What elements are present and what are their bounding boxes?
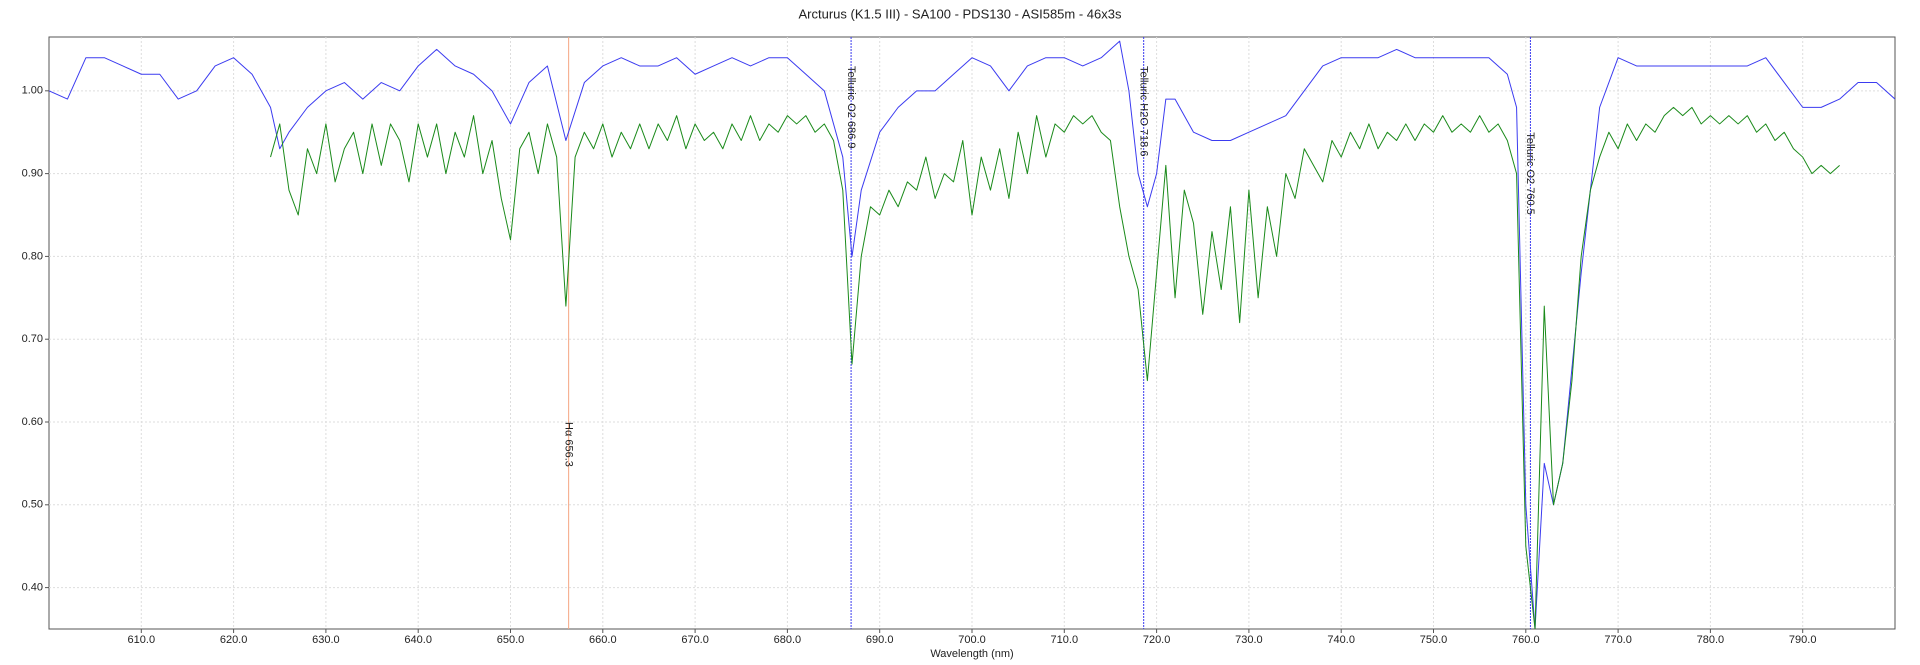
x-axis-label: Wavelength (nm) bbox=[930, 648, 1013, 660]
x-tick-label: 760.0 bbox=[1512, 634, 1540, 646]
y-tick-label: 0.40 bbox=[22, 582, 43, 594]
x-tick-label: 660.0 bbox=[589, 634, 617, 646]
x-tick-label: 710.0 bbox=[1051, 634, 1079, 646]
spectrum-line bbox=[270, 106, 1840, 629]
x-tick-label: 670.0 bbox=[681, 634, 709, 646]
grid bbox=[49, 37, 1895, 629]
x-tick-label: 790.0 bbox=[1789, 634, 1817, 646]
x-tick-label: 740.0 bbox=[1327, 634, 1355, 646]
x-tick-label: 780.0 bbox=[1697, 634, 1725, 646]
y-tick-label: 0.50 bbox=[22, 499, 43, 511]
x-tick-label: 690.0 bbox=[866, 634, 894, 646]
x-tick-label: 730.0 bbox=[1235, 634, 1263, 646]
x-tick-label: 650.0 bbox=[497, 634, 525, 646]
x-tick-label: 700.0 bbox=[958, 634, 986, 646]
chart-title: Arcturus (K1.5 III) - SA100 - PDS130 - A… bbox=[799, 6, 1122, 21]
reference-label: Telluric O2 760.5 bbox=[1524, 132, 1536, 215]
x-tick-label: 770.0 bbox=[1604, 634, 1632, 646]
reference-label: Telluric H2O 718.6 bbox=[1137, 66, 1149, 157]
plot-area bbox=[49, 37, 1895, 629]
y-tick-label: 0.90 bbox=[22, 168, 43, 180]
axis-labels: 610.0 620.0 630.0 640.0 650.0 660.0 670.0 680.0… bbox=[22, 66, 1817, 646]
x-tick-label: 620.0 bbox=[220, 634, 248, 646]
y-tick-label: 1.00 bbox=[22, 85, 43, 97]
y-tick-label: 0.80 bbox=[22, 250, 43, 262]
x-tick-label: 610.0 bbox=[128, 634, 156, 646]
x-tick-label: 640.0 bbox=[404, 634, 432, 646]
reference-label: Hα 656.3 bbox=[562, 422, 574, 467]
y-tick-label: 0.70 bbox=[22, 333, 43, 345]
y-tick-label: 0.60 bbox=[22, 416, 43, 428]
x-tick-label: 630.0 bbox=[312, 634, 340, 646]
x-tick-label: 750.0 bbox=[1420, 634, 1448, 646]
reference-label: Telluric O2 686.9 bbox=[845, 66, 857, 149]
x-tick-label: 680.0 bbox=[774, 634, 802, 646]
x-tick-label: 720.0 bbox=[1143, 634, 1171, 646]
